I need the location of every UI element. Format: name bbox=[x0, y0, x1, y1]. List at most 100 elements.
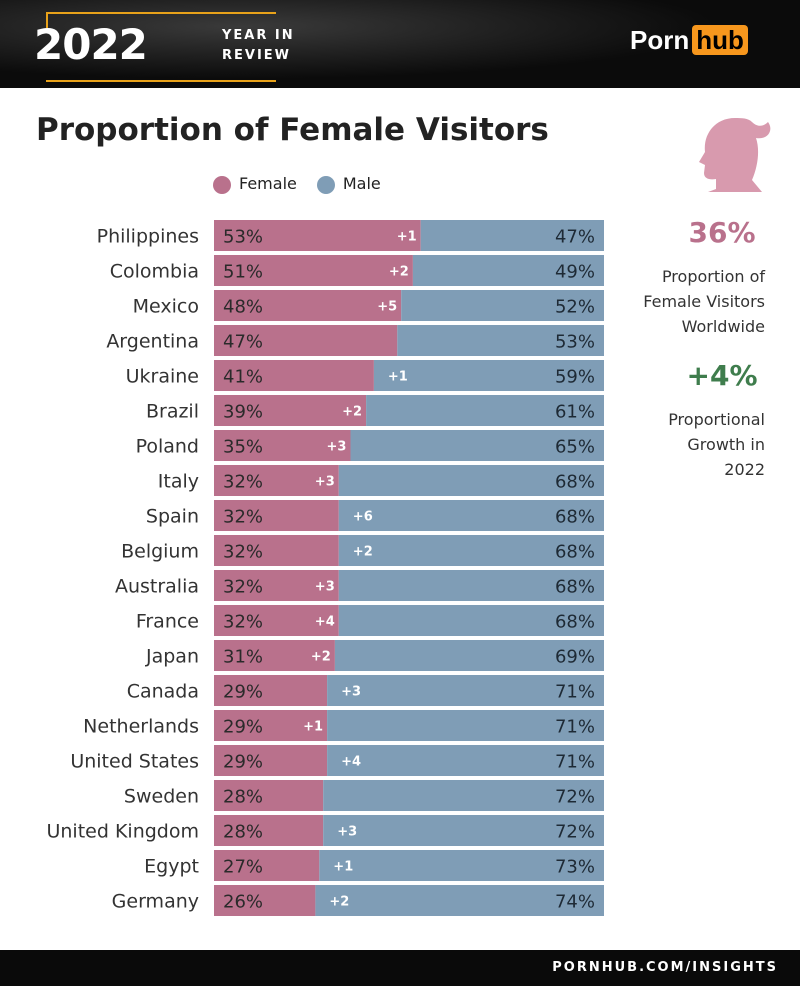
female-value-label: 28% bbox=[223, 822, 263, 843]
worldwide-value: 36% bbox=[688, 216, 756, 249]
change-label: +2 bbox=[353, 545, 373, 560]
category-label: Japan bbox=[145, 646, 199, 668]
change-label: +2 bbox=[311, 650, 331, 665]
legend-male: Male bbox=[316, 174, 381, 194]
bar-female bbox=[214, 220, 421, 251]
female-value-label: 32% bbox=[223, 577, 263, 598]
bar-female bbox=[214, 500, 339, 531]
change-label: +6 bbox=[353, 510, 373, 525]
category-label: Colombia bbox=[110, 261, 199, 283]
female-value-label: 32% bbox=[223, 612, 263, 633]
logo: Porn hub bbox=[630, 25, 748, 56]
female-value-label: 32% bbox=[223, 542, 263, 563]
bar-female bbox=[214, 255, 413, 286]
category-label: Argentina bbox=[106, 331, 199, 353]
category-label: Germany bbox=[112, 891, 199, 913]
bar-female bbox=[214, 885, 316, 916]
change-label: +1 bbox=[303, 720, 323, 735]
bar-male bbox=[327, 675, 604, 706]
bar-male bbox=[338, 500, 604, 531]
female-value-label: 28% bbox=[223, 787, 263, 808]
year-frame bbox=[46, 12, 276, 82]
header-banner: 2022 YEAR IN REVIEW Porn hub bbox=[0, 0, 800, 88]
change-label: +4 bbox=[315, 615, 335, 630]
growth-label: Proportional Growth in 2022 bbox=[668, 410, 765, 479]
male-value-label: 65% bbox=[555, 437, 595, 458]
female-value-label: 35% bbox=[223, 437, 263, 458]
footer: PORNHUB.COM/INSIGHTS bbox=[0, 950, 800, 986]
bar-female bbox=[214, 675, 328, 706]
change-label: +3 bbox=[315, 580, 335, 595]
change-label: +5 bbox=[377, 300, 397, 315]
bar-male bbox=[315, 885, 604, 916]
category-label: Philippines bbox=[97, 226, 199, 248]
bar-male bbox=[319, 850, 604, 881]
bar-female bbox=[214, 815, 324, 846]
bar-female bbox=[214, 570, 339, 601]
bar-female bbox=[214, 535, 339, 566]
male-value-label: 68% bbox=[555, 507, 595, 528]
female-silhouette-icon bbox=[699, 118, 771, 192]
female-value-label: 39% bbox=[223, 402, 263, 423]
bar-female bbox=[214, 430, 351, 461]
bar-female bbox=[214, 605, 339, 636]
male-value-label: 71% bbox=[555, 752, 595, 773]
change-label: +3 bbox=[337, 825, 357, 840]
category-label: Australia bbox=[115, 576, 199, 598]
bar-male bbox=[420, 220, 604, 251]
bar-female bbox=[214, 850, 320, 881]
bar-female bbox=[214, 640, 335, 671]
male-value-label: 71% bbox=[555, 717, 595, 738]
male-value-label: 71% bbox=[555, 682, 595, 703]
footer-url: PORNHUB.COM/INSIGHTS bbox=[552, 960, 778, 975]
female-value-label: 53% bbox=[223, 227, 263, 248]
bar-male bbox=[327, 710, 604, 741]
change-label: +3 bbox=[341, 685, 361, 700]
category-label: Poland bbox=[136, 436, 199, 458]
change-label: +2 bbox=[389, 265, 409, 280]
bar-male bbox=[338, 570, 604, 601]
female-value-label: 29% bbox=[223, 717, 263, 738]
female-value-label: 27% bbox=[223, 857, 263, 878]
female-value-label: 48% bbox=[223, 297, 263, 318]
bar-male bbox=[412, 255, 604, 286]
bar-male bbox=[338, 605, 604, 636]
male-value-label: 68% bbox=[555, 542, 595, 563]
male-value-label: 49% bbox=[555, 262, 595, 283]
male-value-label: 47% bbox=[555, 227, 595, 248]
category-label: Netherlands bbox=[83, 716, 199, 738]
male-value-label: 68% bbox=[555, 577, 595, 598]
female-value-label: 29% bbox=[223, 752, 263, 773]
category-label: Ukraine bbox=[126, 366, 199, 388]
change-label: +2 bbox=[342, 405, 362, 420]
male-value-label: 68% bbox=[555, 612, 595, 633]
category-label: Belgium bbox=[121, 541, 199, 563]
category-label: Spain bbox=[146, 506, 199, 528]
bar-female bbox=[214, 325, 398, 356]
bar-female bbox=[214, 745, 328, 776]
change-label: +1 bbox=[397, 230, 417, 245]
male-value-label: 53% bbox=[555, 332, 595, 353]
female-value-label: 41% bbox=[223, 367, 263, 388]
change-label: +3 bbox=[327, 440, 347, 455]
female-value-label: 26% bbox=[223, 892, 263, 913]
category-label: United States bbox=[70, 751, 199, 773]
bar-male bbox=[350, 430, 604, 461]
year-in-review-label: YEAR IN REVIEW bbox=[222, 28, 295, 63]
worldwide-label: Proportion of Female Visitors Worldwide bbox=[643, 267, 765, 336]
legend: Female Male bbox=[213, 174, 381, 194]
bar-male bbox=[338, 465, 604, 496]
change-label: +4 bbox=[341, 755, 361, 770]
male-value-label: 72% bbox=[555, 822, 595, 843]
male-value-label: 52% bbox=[555, 297, 595, 318]
bar-male bbox=[366, 395, 604, 426]
bar-male bbox=[323, 815, 604, 846]
bar-male bbox=[397, 325, 604, 356]
bar-female bbox=[214, 360, 374, 391]
female-value-label: 51% bbox=[223, 262, 263, 283]
female-value-label: 47% bbox=[223, 332, 263, 353]
bar-male bbox=[334, 640, 604, 671]
bar-female bbox=[214, 780, 324, 811]
category-label: Italy bbox=[158, 471, 199, 493]
category-label: Canada bbox=[127, 681, 199, 703]
